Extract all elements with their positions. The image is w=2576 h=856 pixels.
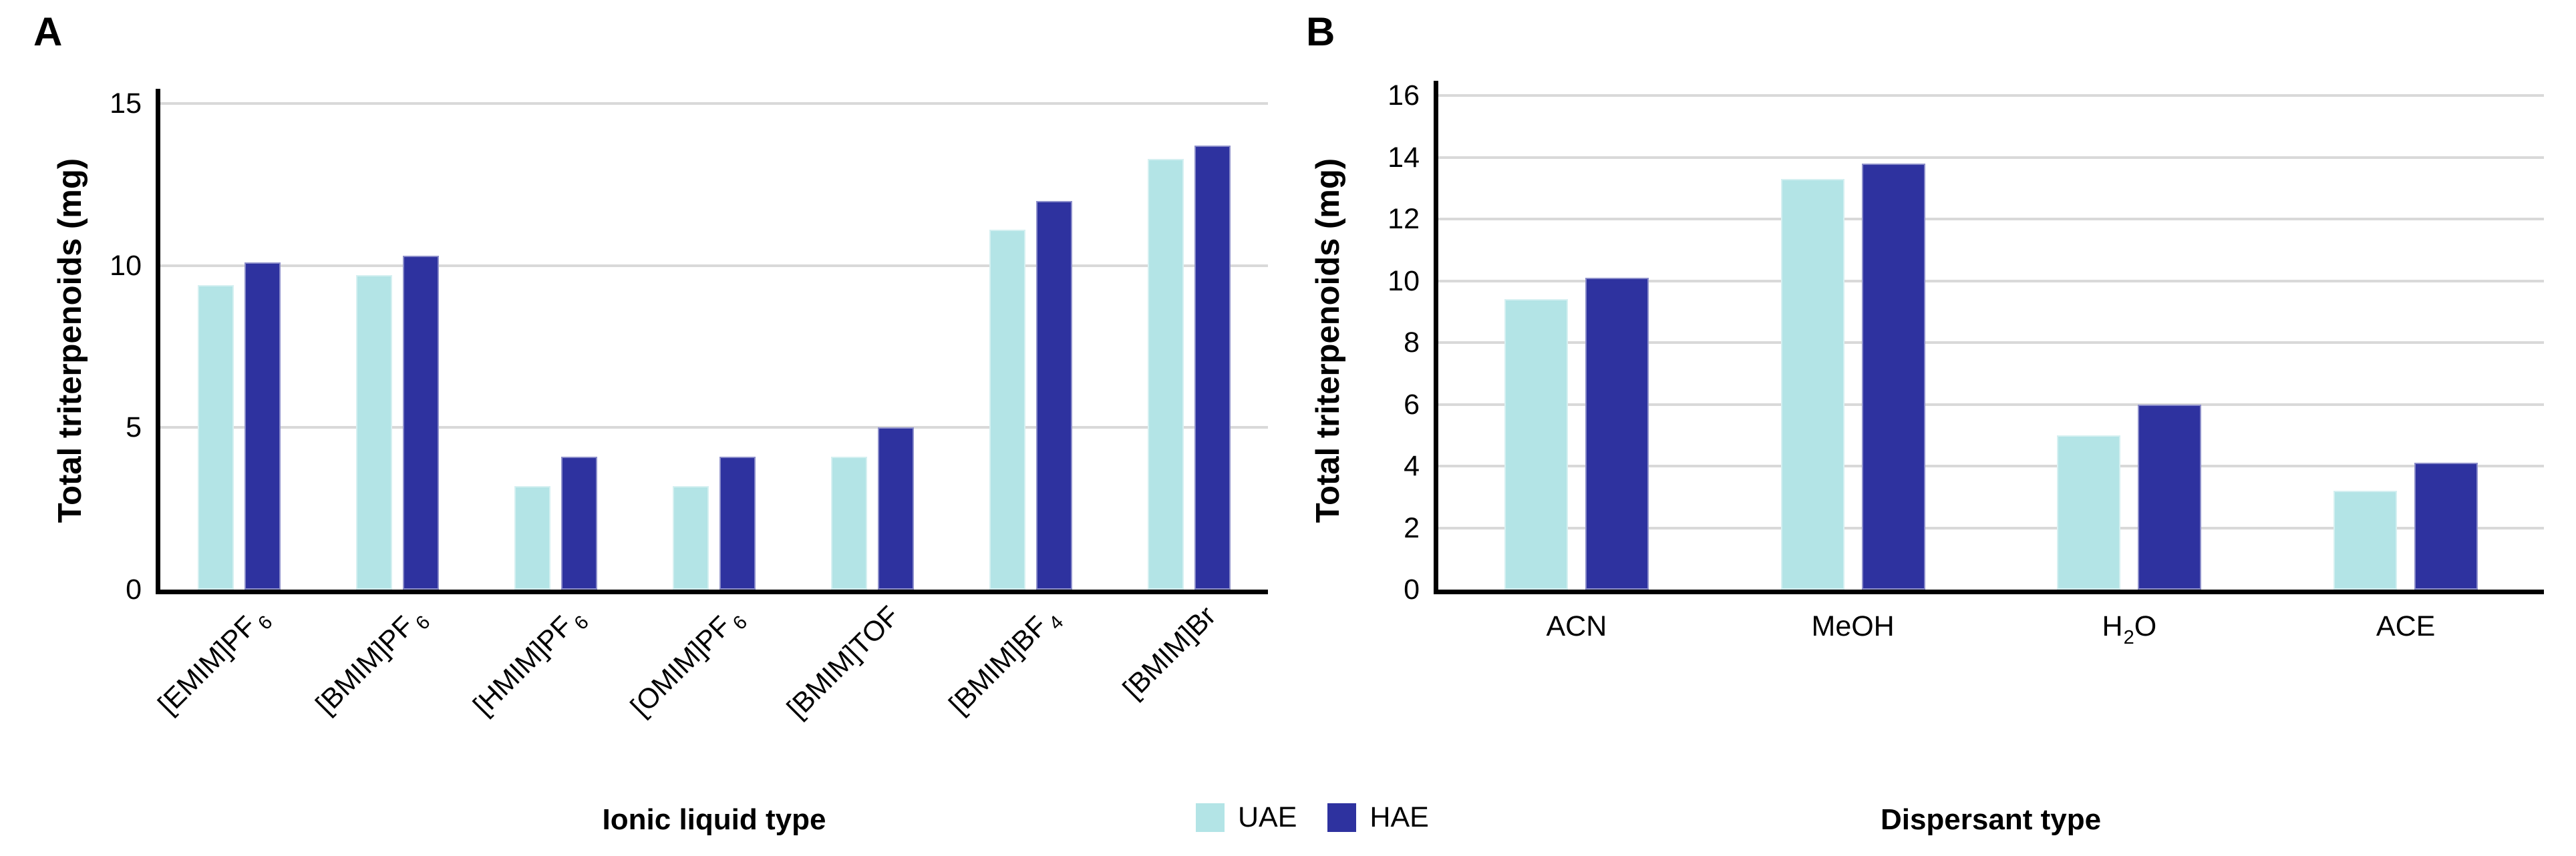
bar-uae-[BMIM]TOF <box>830 457 867 590</box>
bar-hae-[BMIM]PF6 <box>403 256 440 590</box>
category-label-text: MeOH <box>1811 610 1895 642</box>
x-axis-title-a: Ionic liquid type <box>602 803 826 836</box>
category-label-text: H <box>2102 610 2123 642</box>
gridline-10 <box>160 264 1268 267</box>
category-label-subscript: 2 <box>2123 627 2134 648</box>
bar-hae-[BMIM]TOF <box>877 427 914 590</box>
gridline-6 <box>1438 403 2544 406</box>
bar-hae-[BMIM]Br <box>1194 146 1231 590</box>
x-axis-line <box>156 590 1268 594</box>
bar-uae-ACN <box>1504 299 1568 590</box>
legend-label-uae: UAE <box>1238 801 1297 833</box>
category-label-text: O <box>2134 610 2157 642</box>
bar-hae-ACN <box>1585 277 1649 590</box>
y-tick-label-12: 12 <box>1388 203 1420 235</box>
category-label-text: ACN <box>1546 610 1607 642</box>
gridline-15 <box>160 102 1268 105</box>
bar-uae-MeOH <box>1780 178 1844 590</box>
gridline-8 <box>1438 341 2544 344</box>
x-category-label-ACE: ACE <box>2272 610 2539 642</box>
panel-b-label: B <box>1306 9 1335 54</box>
bar-uae-H2O <box>2057 435 2121 590</box>
bar-hae-[HMIM]PF6 <box>561 457 598 590</box>
y-tick-label-8: 8 <box>1404 327 1420 359</box>
bar-hae-[BMIM]BF4 <box>1035 200 1072 590</box>
gridline-14 <box>1438 156 2544 159</box>
panel-a-label: A <box>33 9 63 54</box>
legend-swatch-hae <box>1327 803 1357 832</box>
bar-uae-[OMIM]PF6 <box>673 485 709 590</box>
y-tick-label-5: 5 <box>126 411 142 444</box>
gridline-16 <box>1438 94 2544 97</box>
x-category-label-ACN: ACN <box>1443 610 1710 642</box>
y-tick-label-2: 2 <box>1404 511 1420 544</box>
y-tick-label-0: 0 <box>1404 574 1420 606</box>
bar-hae-MeOH <box>1861 163 1925 590</box>
y-tick-label-10: 10 <box>1388 264 1420 297</box>
y-tick-label-10: 10 <box>110 249 142 282</box>
y-tick-label-6: 6 <box>1404 388 1420 421</box>
y-tick-label-15: 15 <box>110 87 142 120</box>
bar-hae-ACE <box>2414 463 2478 590</box>
x-category-label-MeOH: MeOH <box>1720 610 1987 642</box>
bar-uae-[BMIM]BF4 <box>989 230 1025 590</box>
gridline-5 <box>160 426 1268 429</box>
bar-uae-ACE <box>2333 491 2398 590</box>
legend-label-hae: HAE <box>1370 801 1429 833</box>
gridline-10 <box>1438 279 2544 282</box>
category-label-text: ACE <box>2376 610 2436 642</box>
bar-uae-[HMIM]PF6 <box>514 485 551 590</box>
bar-uae-[BMIM]PF6 <box>356 275 393 590</box>
legend-swatch-uae <box>1196 803 1225 832</box>
y-axis-line <box>156 89 160 594</box>
x-axis-title-b: Dispersant type <box>1880 803 2102 836</box>
x-axis-line <box>1434 590 2544 594</box>
y-tick-label-14: 14 <box>1388 141 1420 174</box>
bar-hae-[OMIM]PF6 <box>719 457 756 590</box>
bar-hae-H2O <box>2138 404 2202 590</box>
gridline-2 <box>1438 526 2544 529</box>
y-tick-label-16: 16 <box>1388 79 1420 112</box>
bar-uae-[EMIM]PF6 <box>198 284 234 590</box>
legend: UAE HAE <box>1196 801 1429 834</box>
y-tick-label-4: 4 <box>1404 450 1420 482</box>
gridline-12 <box>1438 218 2544 220</box>
bar-uae-[BMIM]Br <box>1147 158 1184 590</box>
bar-hae-[EMIM]PF6 <box>245 262 281 590</box>
x-category-label-H2O: H2O <box>1995 610 2263 648</box>
y-axis-line <box>1434 81 1438 594</box>
y-tick-label-0: 0 <box>126 574 142 606</box>
gridline-4 <box>1438 465 2544 467</box>
